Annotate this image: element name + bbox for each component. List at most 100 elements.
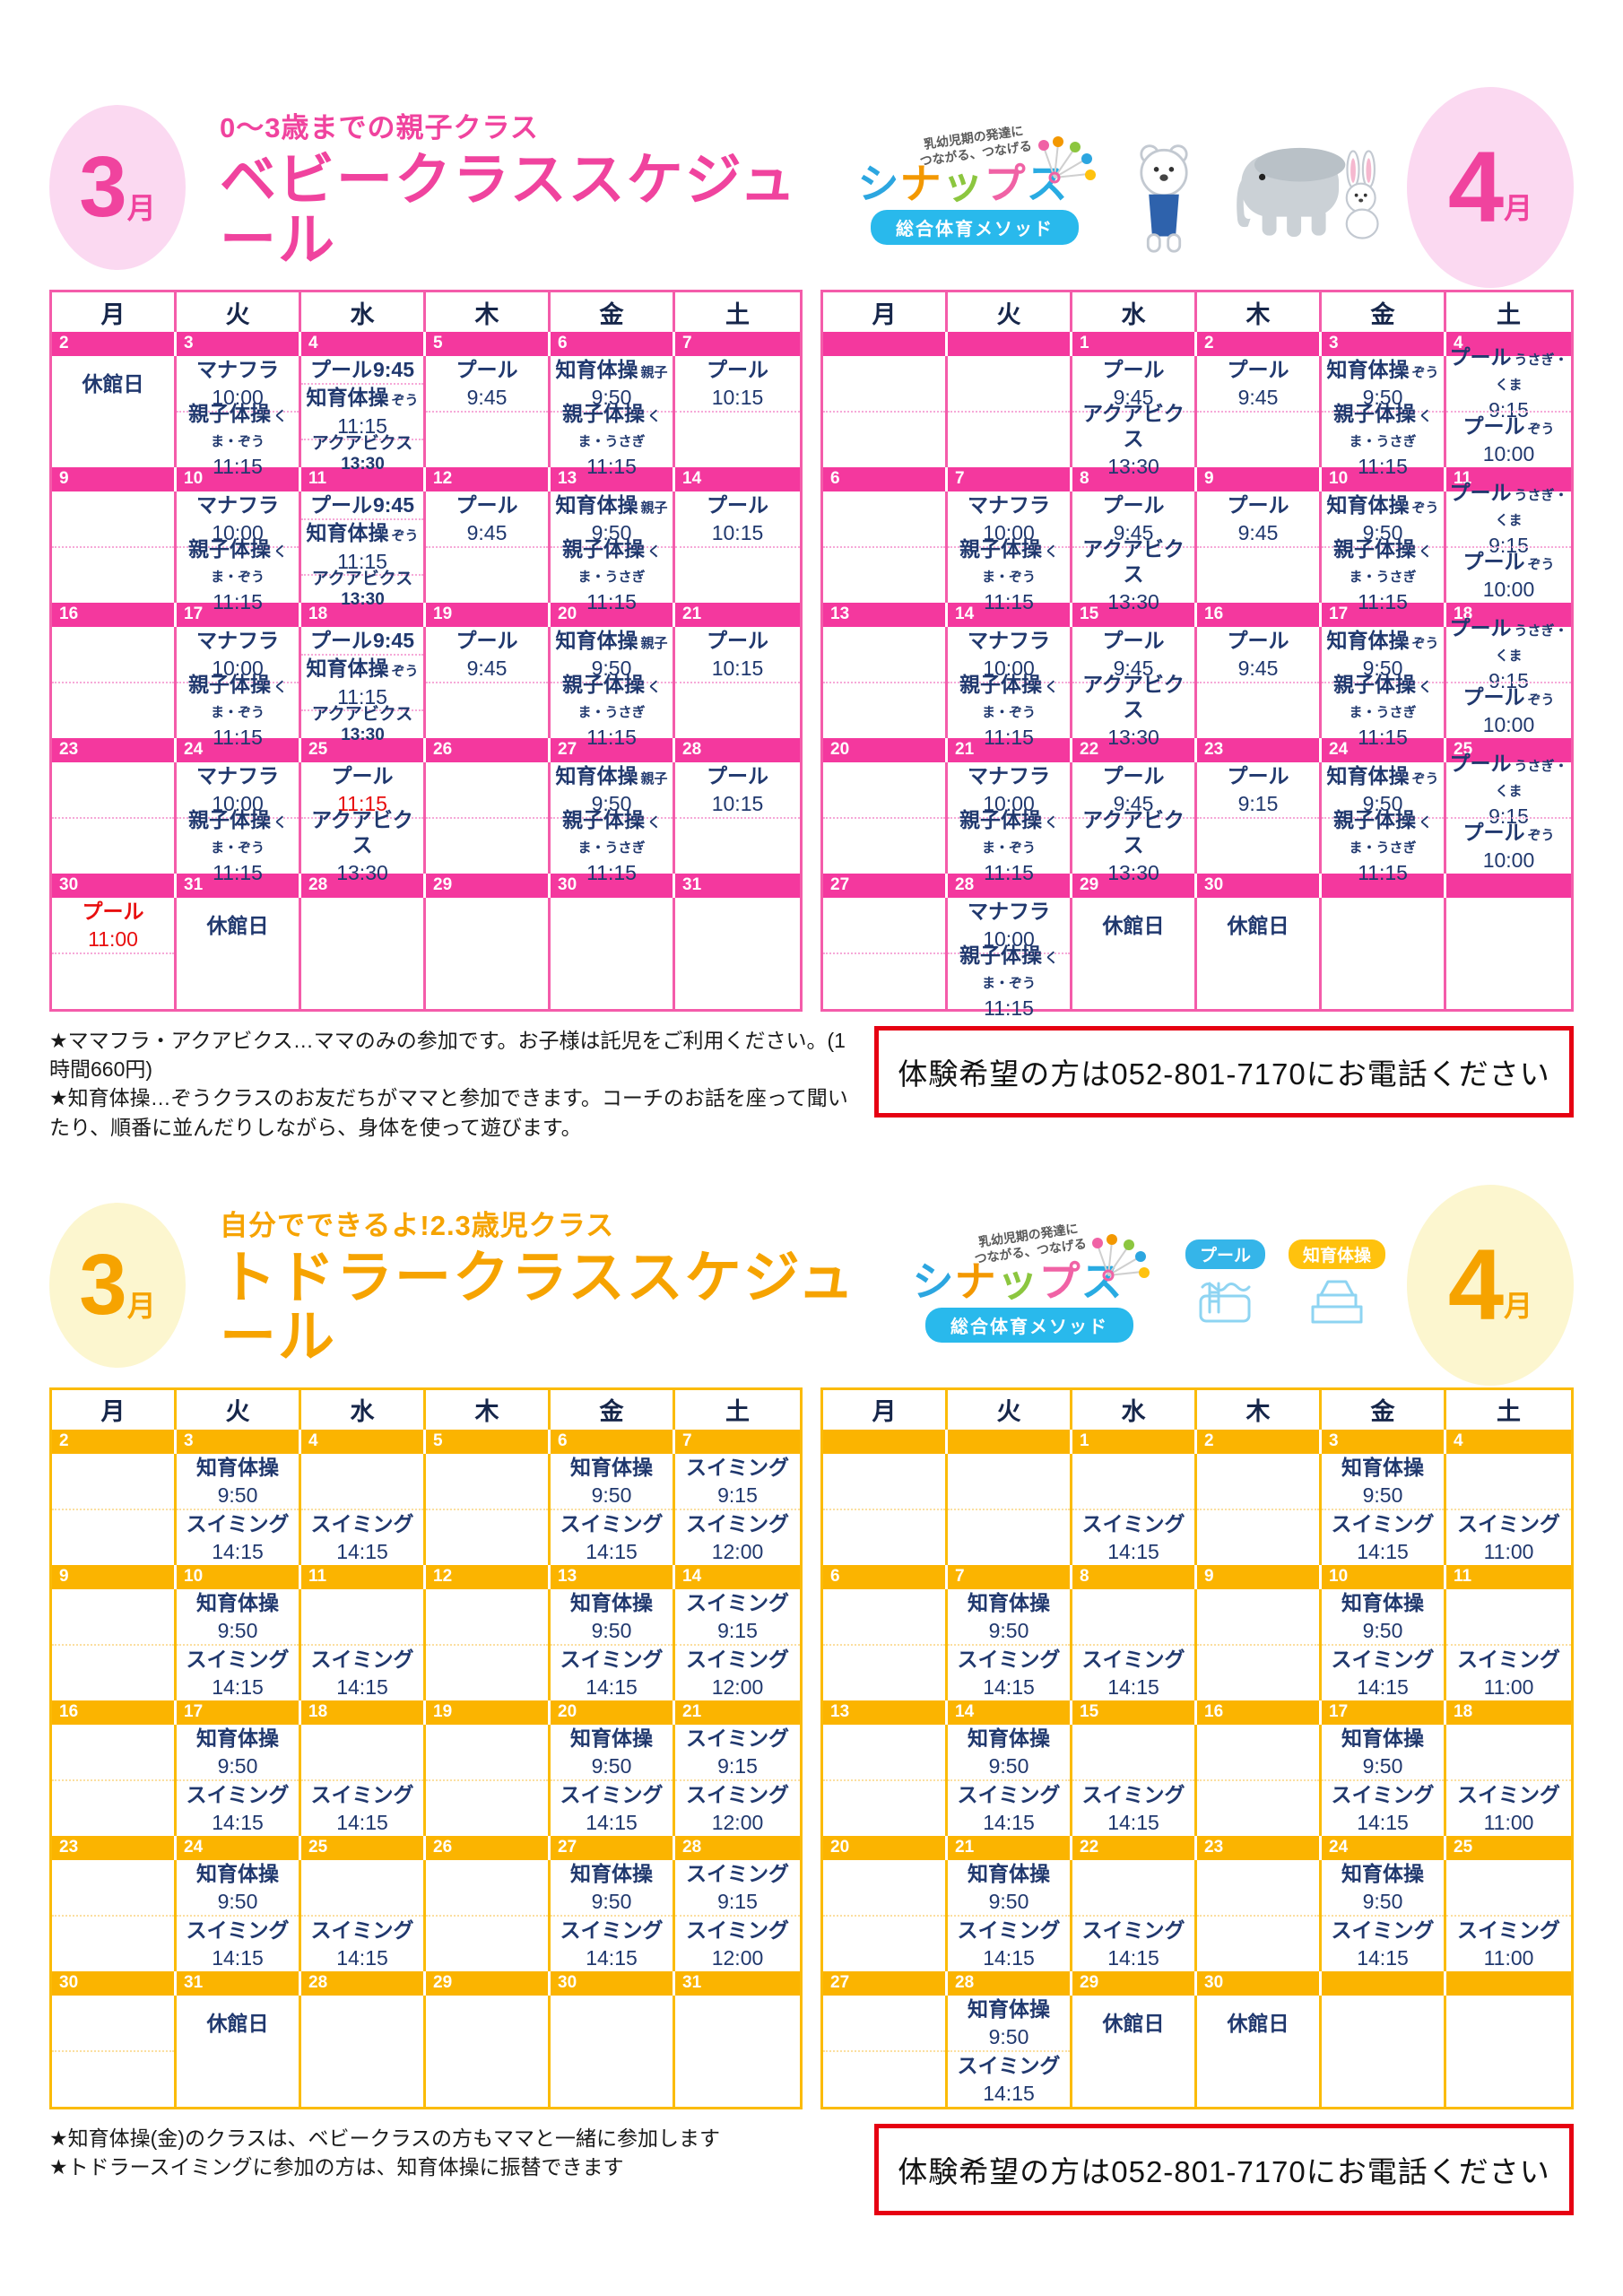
event: 親子体操 くま・うさぎ 11:15 (1322, 807, 1444, 885)
event-slot: スイミング 14:15 (551, 1914, 673, 1971)
event-time: 14:15 (586, 1810, 638, 1834)
week-row: プール 9:45 アクアビクス 13:30 プール 9:45 知育体操 ぞう 9:50 親子体操く… (823, 345, 1571, 478)
calendar-cell (1197, 1859, 1322, 1971)
event-time: 9:50 (988, 1889, 1029, 1913)
event-slot (948, 1454, 1070, 1509)
calendar-cell: プール 9:45 (426, 356, 551, 467)
calendar-cell: スイミング 11:00 (1446, 1860, 1571, 1971)
event-slot: スイミング 14:15 (1072, 1508, 1194, 1565)
event-name: 知育体操 (1341, 1861, 1424, 1885)
date-label: 4 (301, 332, 426, 356)
calendar-cell: マナフラ 10:00 親子体操 くま・ぞう 11:15 (177, 491, 301, 613)
date-label: 7 (682, 1431, 692, 1450)
week-row: マナフラ 10:00 親子体操 くま・ぞう 11:15 プール9:45 知育体操 ぞう 11:1… (52, 491, 800, 613)
event: 知育体操 ぞう 11:15 (306, 520, 418, 573)
event-time: 9:50 (988, 1753, 1029, 1778)
event-time: 10:00 (1482, 713, 1535, 736)
note-line: ★知育体操…ぞうクラスのお友だちがママと参加できます。コーチのお話を座って聞いた… (49, 1086, 848, 1139)
event: アクアビクス 13:30 (1072, 672, 1194, 750)
event-time: 13:30 (341, 726, 385, 744)
event: スイミング 12:00 (686, 1782, 789, 1835)
event-slot: スイミング 12:00 (675, 1914, 800, 1971)
event: 知育体操 ぞう 11:15 (306, 385, 418, 438)
event: スイミング 9:15 (686, 1726, 789, 1779)
event: プール 11:15 (332, 763, 394, 816)
event-name: スイミング (686, 1647, 789, 1671)
event-slot: スイミング 14:15 (301, 1779, 423, 1836)
event-name: 知育体操 (555, 357, 638, 381)
event-slot: アクアビクス 13:30 (301, 570, 423, 609)
event: スイミング 14:15 (1332, 1918, 1435, 1970)
date-strip: 6 7 8 9 10 11 (823, 467, 1571, 491)
week-row: 知育体操 9:50 スイミング 14:15 スイミング 14:15 知育体操 9:50 スイミン… (52, 1453, 800, 1565)
logo-banner: 総合体育メソッド (871, 210, 1079, 245)
event-slot: プール 11:00 (52, 898, 174, 952)
month-unit: 月 (1504, 1289, 1533, 1322)
event: 知育体操 ぞう 9:50 (1326, 357, 1438, 410)
event-slot (426, 546, 548, 603)
event-time: 9:15 (1488, 534, 1529, 558)
event-slot: アクアビクス 13:30 (1072, 808, 1194, 884)
event: スイミング 11:00 (1457, 1511, 1560, 1564)
event-name: プール (1102, 628, 1165, 652)
week-row: マナフラ 10:00 親子体操 くま・ぞう 11:15 プール 9:45 アクアビクス 13:3… (823, 616, 1571, 749)
event-name: 知育体操 (306, 521, 389, 545)
calendar-cell (823, 762, 948, 874)
calendar-cell: スイミング 11:00 (1446, 1454, 1571, 1565)
event: スイミング 14:15 (958, 2053, 1061, 2106)
event-name: スイミング (186, 1782, 290, 1806)
event-slot: 知育体操 9:50 (177, 1454, 299, 1509)
event: 知育体操 9:50 (1341, 1455, 1424, 1508)
calendar-cell: 知育体操 9:50 スイミング 14:15 (1322, 1453, 1446, 1565)
logo-letter: プ (1038, 1257, 1081, 1305)
calendar-cell: 知育体操 ぞう 9:50 親子体操 くま・うさぎ 11:15 (1322, 356, 1446, 478)
event: 親子体操 くま・ぞう 11:15 (177, 672, 299, 750)
day-header: 水 (301, 1389, 426, 1430)
calendar-cell: プール9:45 知育体操 ぞう 11:15 アクアビクス 13:30 (301, 356, 426, 474)
date-label: 11 (301, 1564, 426, 1589)
event: プール 9:45 (1103, 628, 1165, 681)
date-label: 27 (551, 1835, 675, 1860)
event-name: スイミング (560, 1511, 664, 1535)
date-label (1446, 1971, 1571, 1996)
event: プール 9:45 (1228, 357, 1289, 410)
event: 知育体操 親子 9:50 (555, 628, 667, 681)
calendar-cell (823, 491, 948, 603)
calendar-cell: 休館日 (1197, 1995, 1322, 2107)
event-name: スイミング (1331, 1511, 1435, 1535)
event: プール ぞう 10:00 (1462, 549, 1554, 602)
event-name: プール (1462, 549, 1525, 573)
event-name: スイミング (1081, 1782, 1185, 1806)
event-name: 知育体操 (196, 1455, 279, 1479)
day-header: 土 (1497, 1398, 1521, 1426)
date-label: 4 (1454, 334, 1463, 352)
event-slot: 親子体操 くま・うさぎ 11:15 (551, 808, 673, 884)
month-unit: 月 (1504, 192, 1533, 224)
event: プール うさぎ・くま 9:15 (1446, 615, 1571, 693)
date-label: 30 (551, 874, 675, 898)
event-slot: 休館日 (1072, 898, 1194, 953)
calendar-cell: 知育体操 親子 9:50 親子体操 くま・うさぎ 11:15 (551, 491, 675, 613)
date-label: 10 (1322, 1564, 1446, 1589)
day-header: 水 (1072, 292, 1197, 332)
event-time: 10:00 (212, 792, 264, 815)
event-time: 12:00 (711, 1674, 764, 1699)
event-time: 11:15 (586, 861, 637, 885)
event-name: マナフラ (968, 628, 1050, 652)
event-time: 9:50 (591, 386, 632, 409)
event-time: 9:45 (1237, 386, 1279, 409)
calendar-cell: 知育体操 ぞう 9:50 親子体操 くま・うさぎ 11:15 (1322, 762, 1446, 884)
date-label: 4 (301, 1429, 426, 1454)
event-slot (1072, 2051, 1194, 2107)
date-label: 27 (823, 874, 948, 898)
date-label: 9 (1197, 1564, 1322, 1589)
calendar-cell: スイミング 9:15 スイミング 12:00 (675, 1454, 800, 1565)
event-tag: ぞう (1411, 770, 1439, 787)
event-name: プール (456, 492, 518, 517)
event-slot (426, 682, 548, 738)
event-time: 11:15 (1358, 590, 1408, 614)
event-slot (1197, 546, 1319, 603)
event-name: 知育体操 (1341, 1726, 1424, 1750)
event-tag: うさぎ・くま (1495, 352, 1568, 393)
